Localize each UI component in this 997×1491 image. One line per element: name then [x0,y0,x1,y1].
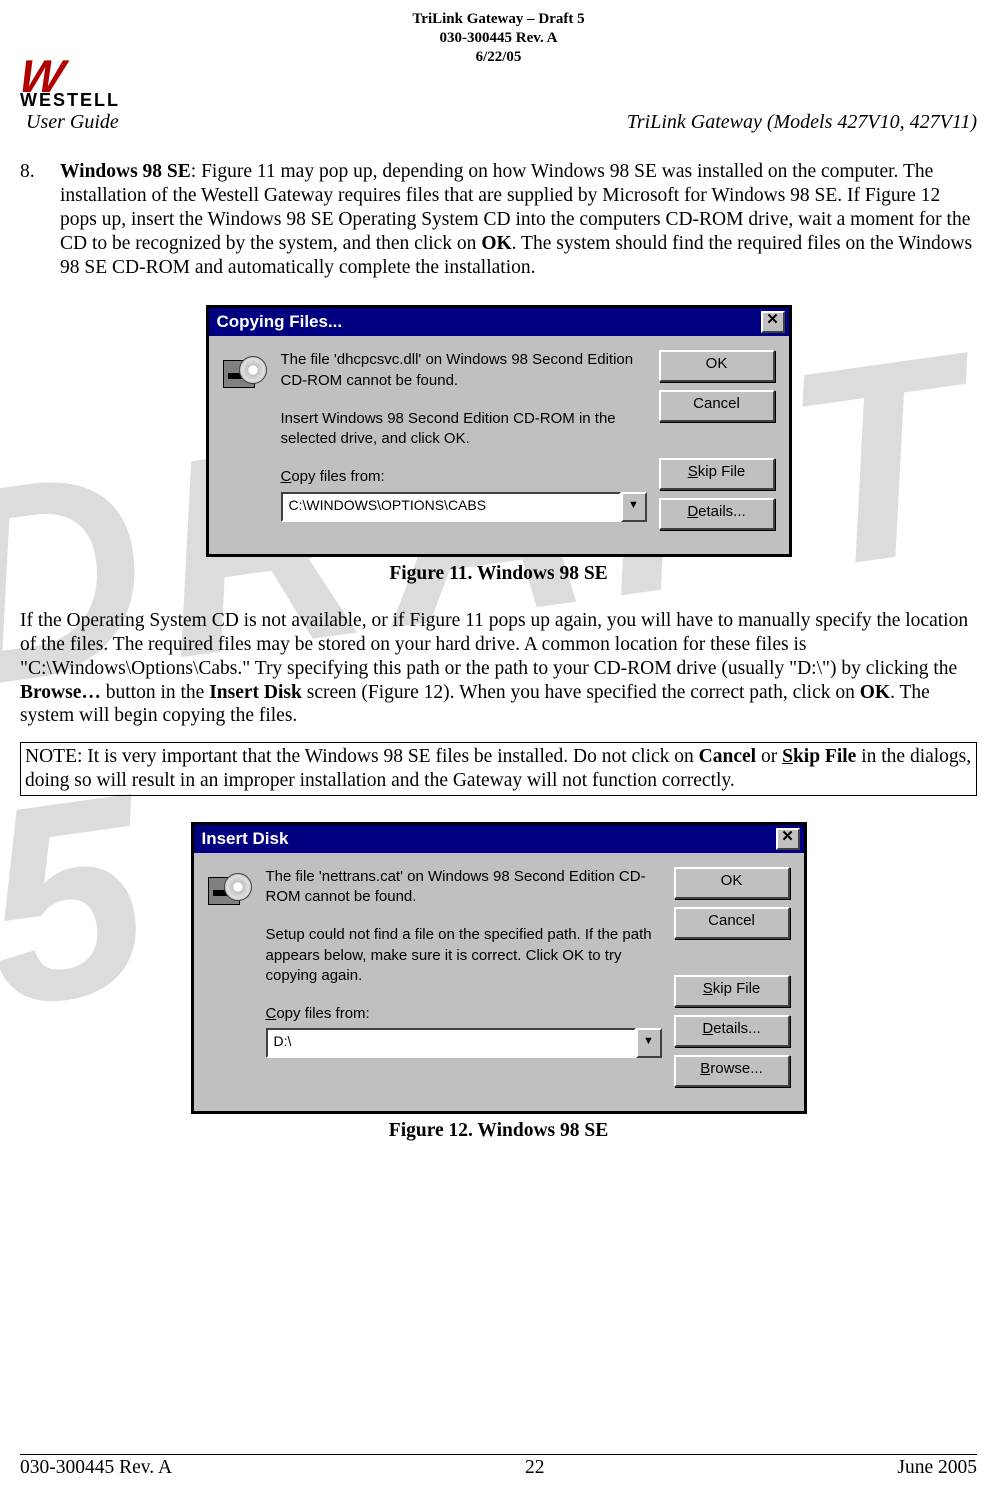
disk-icon [223,356,265,394]
dialog1-message2: Insert Windows 98 Second Edition CD-ROM … [281,409,647,450]
user-guide-label: User Guide [26,111,120,134]
list-number: 8. [20,160,60,279]
ok-button[interactable]: OK [659,350,775,382]
doc-title-line2: 030-300445 Rev. A [20,29,977,48]
header-left: W WESTELL User Guide [20,60,120,134]
footer-right: June 2005 [897,1457,977,1479]
copy-files-from-label: Copy files from: [266,1004,662,1024]
dialog1-message1: The file 'dhcpcsvc.dll' on Windows 98 Se… [281,350,647,391]
browse-button[interactable]: Browse... [674,1055,790,1087]
dropdown-button[interactable]: ▼ [636,1028,662,1058]
disk-icon [208,873,250,911]
cancel-button[interactable]: Cancel [659,390,775,422]
dialog2-titlebar: Insert Disk ✕ [194,825,804,853]
footer-left: 030-300445 Rev. A [20,1457,172,1479]
win98se-bold: Windows 98 SE [60,161,191,182]
dialog1-titlebar: Copying Files... ✕ [209,308,789,336]
cancel-bold: Cancel [699,746,756,767]
header-right-text: TriLink Gateway (Models 427V10, 427V11) [627,111,977,134]
insert-disk-bold: Insert Disk [209,682,302,703]
copy-files-from-label: Copy files from: [281,467,647,487]
paragraph-2: If the Operating System CD is not availa… [20,609,977,728]
cancel-button[interactable]: Cancel [674,907,790,939]
skip-file-bold: Skip File [782,746,856,767]
footer-page-number: 22 [525,1457,545,1479]
ok-bold-1: OK [481,233,511,254]
browse-bold: Browse… [20,682,101,703]
close-button[interactable]: ✕ [761,311,785,333]
dialog1-title: Copying Files... [217,312,343,332]
page-footer: 030-300445 Rev. A 22 June 2005 [20,1454,977,1479]
skip-file-button[interactable]: Skip File [659,458,775,490]
note-box: NOTE: It is very important that the Wind… [20,742,977,796]
ok-bold-2: OK [860,682,890,703]
doc-title-line1: TriLink Gateway – Draft 5 [20,10,977,29]
dialog2-title: Insert Disk [202,829,289,849]
path-input[interactable]: C:\WINDOWS\OPTIONS\CABS [281,492,621,522]
list-item-8-text: Windows 98 SE: Figure 11 may pop up, dep… [60,160,977,279]
insert-disk-dialog: Insert Disk ✕ The file 'nettrans.cat' on… [191,822,807,1114]
list-item-8: 8. Windows 98 SE: Figure 11 may pop up, … [20,160,977,279]
dialog2-message2: Setup could not find a file on the speci… [266,925,662,986]
skip-file-button[interactable]: Skip File [674,975,790,1007]
close-button[interactable]: ✕ [776,828,800,850]
ok-button[interactable]: OK [674,867,790,899]
figure-11-caption: Figure 11. Windows 98 SE [20,563,977,585]
dropdown-button[interactable]: ▼ [621,492,647,522]
copying-files-dialog: Copying Files... ✕ The file 'dhcpcsvc.dl… [206,305,792,557]
doc-header-center: TriLink Gateway – Draft 5 030-300445 Rev… [20,10,977,66]
westell-logo: W WESTELL [20,60,120,111]
logo-swoosh-icon: W [17,60,62,92]
dialog2-message1: The file 'nettrans.cat' on Windows 98 Se… [266,867,662,908]
path-input[interactable]: D:\ [266,1028,636,1058]
details-button[interactable]: Details... [659,498,775,530]
figure-12-caption: Figure 12. Windows 98 SE [20,1120,977,1142]
details-button[interactable]: Details... [674,1015,790,1047]
